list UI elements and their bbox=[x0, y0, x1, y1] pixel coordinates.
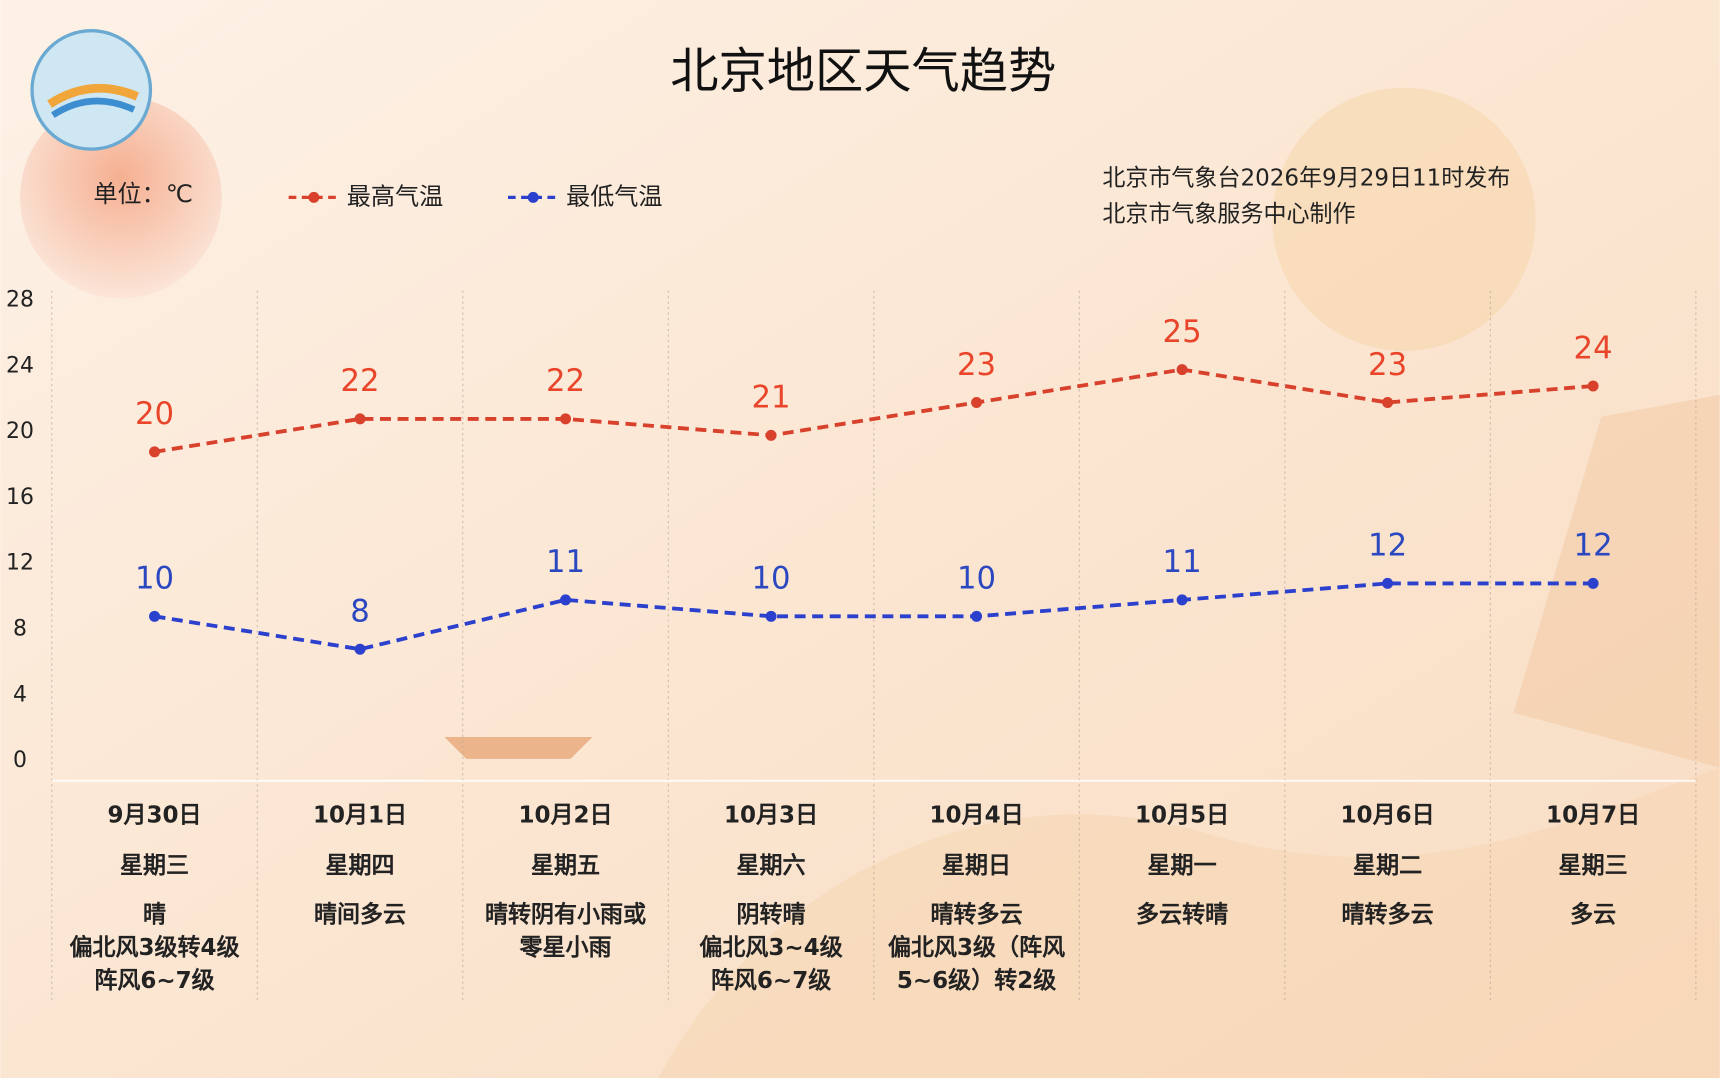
data-label: 12 bbox=[1574, 529, 1613, 564]
weekday-label: 星期一 bbox=[1148, 853, 1217, 879]
weather-label: 晴间多云 bbox=[314, 901, 406, 928]
data-label: 23 bbox=[957, 348, 996, 383]
y-tick-label: 8 bbox=[13, 616, 27, 641]
y-tick-label: 28 bbox=[6, 287, 34, 312]
data-label: 25 bbox=[1163, 315, 1202, 350]
source-note: 北京市气象服务中心制作 bbox=[1102, 201, 1355, 227]
decor-boat bbox=[444, 736, 593, 759]
y-tick-label: 12 bbox=[6, 551, 34, 576]
data-point bbox=[560, 413, 572, 425]
source-note: 北京市气象台2026年9月29日11时发布 bbox=[1102, 165, 1510, 191]
decor-hill bbox=[658, 767, 1720, 1078]
y-tick-label: 0 bbox=[13, 748, 27, 773]
data-label: 20 bbox=[135, 397, 174, 432]
weather-label: 晴转阴有小雨或 bbox=[485, 901, 646, 928]
data-label: 24 bbox=[1574, 331, 1613, 366]
data-point bbox=[971, 396, 983, 408]
data-point bbox=[1176, 364, 1188, 376]
data-label: 11 bbox=[546, 545, 585, 580]
data-point bbox=[1587, 380, 1599, 392]
data-point bbox=[1587, 577, 1599, 589]
data-label: 8 bbox=[350, 595, 370, 630]
data-label: 22 bbox=[546, 364, 585, 399]
weather-label: 阵风6~7级 bbox=[94, 967, 214, 994]
weekday-label: 星期三 bbox=[120, 853, 189, 879]
series-line bbox=[154, 581, 1594, 652]
y-tick-label: 24 bbox=[6, 353, 34, 378]
data-point bbox=[971, 610, 983, 622]
data-label: 10 bbox=[752, 562, 791, 597]
x-tick-label: 10月2日 bbox=[519, 802, 613, 828]
x-tick-label: 10月6日 bbox=[1341, 802, 1435, 828]
weather-label: 偏北风3~4级 bbox=[699, 934, 842, 961]
x-tick-label: 10月7日 bbox=[1546, 802, 1640, 828]
data-point bbox=[149, 610, 161, 622]
weekday-label: 星期日 bbox=[942, 853, 1011, 879]
y-tick-label: 16 bbox=[6, 485, 34, 510]
data-point bbox=[149, 446, 161, 458]
decor-tree bbox=[1272, 87, 1536, 351]
weekday-label: 星期三 bbox=[1559, 853, 1628, 879]
legend-label: 最低气温 bbox=[566, 182, 662, 210]
weekday-label: 星期五 bbox=[531, 853, 600, 879]
weather-label: 偏北风3级转4级 bbox=[69, 934, 239, 961]
legend-marker bbox=[527, 191, 539, 203]
data-point bbox=[765, 429, 777, 441]
weekday-label: 星期六 bbox=[737, 853, 806, 879]
legend-label: 最高气温 bbox=[347, 182, 443, 210]
legend-marker bbox=[308, 191, 320, 203]
x-tick-label: 10月3日 bbox=[724, 802, 818, 828]
data-label: 11 bbox=[1163, 545, 1202, 580]
weekday-label: 星期四 bbox=[326, 853, 395, 879]
data-point bbox=[1382, 396, 1394, 408]
data-label: 23 bbox=[1368, 348, 1407, 383]
weekday-label: 星期二 bbox=[1353, 853, 1422, 879]
chart-title: 北京地区天气趋势 bbox=[670, 44, 1056, 100]
logo-arc bbox=[51, 97, 136, 118]
unit-label: 单位：℃ bbox=[93, 180, 192, 208]
x-tick-label: 10月5日 bbox=[1135, 802, 1229, 828]
data-point bbox=[765, 610, 777, 622]
data-point bbox=[1176, 594, 1188, 606]
data-label: 10 bbox=[135, 562, 174, 597]
weather-label: 偏北风3级（阵风 bbox=[888, 934, 1065, 961]
weather-label: 晴 bbox=[143, 902, 166, 928]
series-line bbox=[154, 367, 1594, 454]
data-label: 10 bbox=[957, 562, 996, 597]
weather-label: 晴转多云 bbox=[931, 901, 1023, 928]
x-tick-label: 9月30日 bbox=[107, 802, 201, 828]
weather-label: 阴转晴 bbox=[737, 901, 806, 928]
y-tick-label: 20 bbox=[6, 419, 34, 444]
data-label: 12 bbox=[1368, 529, 1407, 564]
y-tick-label: 4 bbox=[13, 682, 27, 707]
data-label: 21 bbox=[752, 381, 791, 416]
data-point bbox=[354, 413, 366, 425]
decor-mountain bbox=[1513, 394, 1720, 768]
weather-label: 零星小雨 bbox=[519, 935, 612, 961]
weather-label: 阵风6~7级 bbox=[711, 967, 831, 994]
weather-label: 多云 bbox=[1570, 901, 1616, 928]
data-point bbox=[560, 594, 572, 606]
x-tick-label: 10月4日 bbox=[930, 802, 1024, 828]
weather-label: 晴转多云 bbox=[1342, 901, 1434, 928]
weather-label: 多云转晴 bbox=[1136, 901, 1228, 928]
weather-label: 5~6级）转2级 bbox=[897, 967, 1056, 994]
data-point bbox=[354, 643, 366, 655]
x-tick-label: 10月1日 bbox=[313, 802, 407, 828]
data-point bbox=[1382, 577, 1394, 589]
logo-arc bbox=[47, 83, 140, 108]
data-label: 22 bbox=[341, 364, 380, 399]
